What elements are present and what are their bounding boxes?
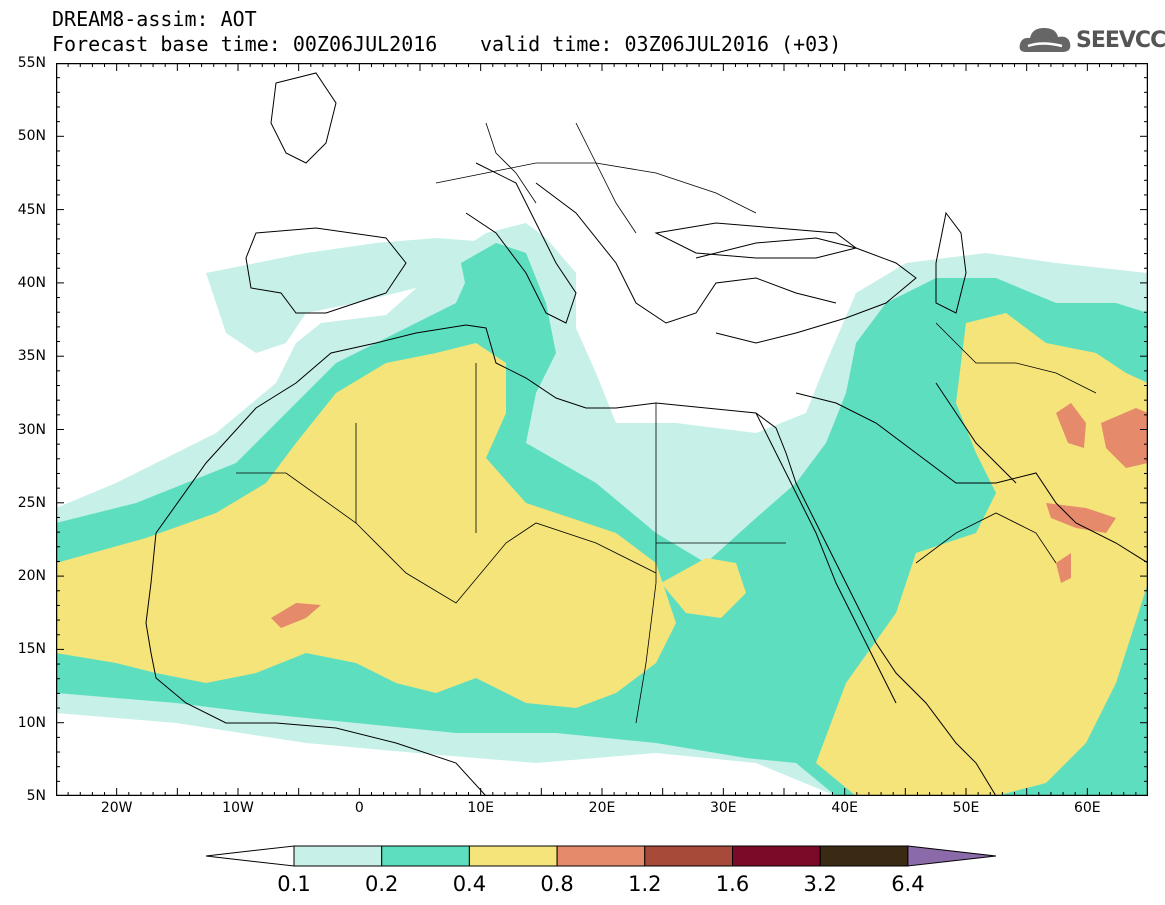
country-borders bbox=[236, 122, 1097, 724]
lat-label: 20N bbox=[17, 568, 46, 585]
lon-label: 10E bbox=[467, 800, 494, 816]
coast-blacksea bbox=[654, 222, 858, 259]
lat-label: 10N bbox=[17, 714, 46, 731]
seevccc-logo: SEEVCCC bbox=[1018, 22, 1165, 58]
aot-patch-0.8-arabia-1 bbox=[1056, 403, 1086, 448]
aot-band-0.4 bbox=[56, 343, 676, 708]
border-arabia-1 bbox=[915, 512, 1057, 564]
border-sudan-chad bbox=[635, 582, 657, 724]
colorbar-label: 3.2 bbox=[803, 872, 837, 896]
coast-iberia bbox=[245, 227, 407, 314]
aot-colorbar bbox=[206, 845, 996, 867]
colorbar-label: 0.1 bbox=[277, 872, 311, 896]
lat-label: 45N bbox=[17, 201, 46, 218]
forecast-base-time: Forecast base time: 00Z06JUL2016 bbox=[52, 32, 438, 56]
lon-label: 0 bbox=[354, 800, 364, 816]
coast-balkans bbox=[535, 182, 837, 324]
border-iran bbox=[935, 322, 1097, 394]
aot-patch-0.8-sahel bbox=[271, 603, 321, 628]
colorbar-label: 6.4 bbox=[891, 872, 925, 896]
border-europe-3 bbox=[575, 122, 637, 234]
map-title: DREAM8-assim: AOT bbox=[52, 7, 257, 31]
coast-arabia bbox=[795, 392, 1148, 564]
colorbar-cell bbox=[381, 845, 470, 867]
lat-label: 5N bbox=[26, 788, 46, 804]
lat-label: 35N bbox=[17, 348, 46, 365]
coast-persian-gulf bbox=[935, 382, 1017, 484]
coast-british-isles bbox=[270, 72, 337, 164]
tick-marks bbox=[56, 63, 1148, 796]
border-europe-2 bbox=[485, 122, 537, 204]
colorbar-cell bbox=[468, 845, 558, 867]
coast-caspian bbox=[935, 211, 967, 314]
valid-time: valid time: 03Z06JUL2016 (+03) bbox=[480, 32, 842, 56]
lon-label: 30E bbox=[709, 800, 737, 816]
coast-anatolia bbox=[695, 237, 917, 344]
lon-label: 20E bbox=[588, 800, 616, 816]
border-sahara-1 bbox=[236, 472, 657, 604]
aot-map bbox=[56, 63, 1148, 796]
logo-text: SEEVCCC bbox=[1076, 28, 1165, 53]
coast-italy bbox=[465, 162, 577, 324]
lat-label: 55N bbox=[17, 55, 46, 71]
lat-label: 15N bbox=[17, 641, 46, 658]
lon-label: 50E bbox=[952, 800, 980, 816]
colorbar-cell bbox=[819, 845, 909, 867]
lat-label: 50N bbox=[17, 128, 46, 145]
colorbar-label: 1.6 bbox=[715, 872, 750, 896]
colorbar-cell bbox=[732, 845, 821, 867]
colorbar-cell bbox=[644, 845, 733, 867]
colorbar-arrow-high bbox=[907, 845, 996, 867]
aot-field bbox=[56, 223, 1148, 796]
colorbar-label: 0.2 bbox=[364, 872, 399, 896]
colorbar-label: 0.8 bbox=[540, 872, 574, 896]
lon-label: 60E bbox=[1073, 800, 1101, 816]
lat-label: 30N bbox=[17, 421, 46, 438]
coast-redsea bbox=[755, 412, 897, 704]
colorbar-cell bbox=[293, 845, 383, 867]
lat-label: 25N bbox=[17, 494, 46, 511]
aot-patch-0.8-yemen bbox=[1056, 553, 1071, 583]
aot-band-0.2-sardinia bbox=[461, 243, 536, 343]
colorbar-label: 1.2 bbox=[628, 872, 662, 896]
colorbar-cell bbox=[556, 845, 646, 867]
aot-band-0.4-sudan bbox=[661, 558, 746, 618]
lon-label: 20W bbox=[100, 800, 133, 816]
aot-band-0.1-west bbox=[206, 238, 476, 353]
coast-africa-west bbox=[145, 532, 487, 796]
lat-label: 40N bbox=[17, 274, 46, 291]
lon-label: 40E bbox=[831, 800, 858, 816]
lon-label: 10W bbox=[222, 800, 254, 816]
colorbar-arrow-low bbox=[206, 845, 295, 867]
aot-patch-0.8-arabia-2 bbox=[1101, 408, 1148, 468]
cloud-logo-icon bbox=[1019, 28, 1071, 52]
colorbar-label: 0.4 bbox=[452, 872, 487, 896]
coastlines bbox=[145, 72, 1148, 796]
